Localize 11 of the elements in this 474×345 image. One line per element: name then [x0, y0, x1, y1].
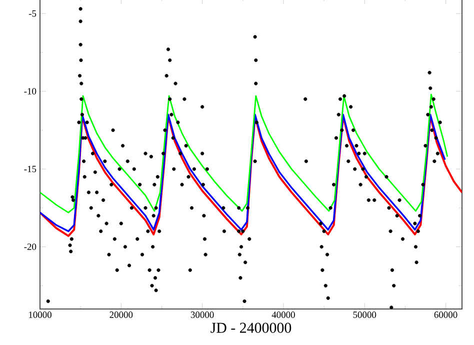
x-tick-label: 60000 — [434, 312, 458, 318]
y-tick-label: -10 — [24, 88, 36, 94]
y-tick-label: -5 — [28, 10, 36, 17]
x-tick-label: 10000 — [28, 312, 52, 318]
x-tick-label: 40000 — [272, 312, 295, 318]
x-axis-title: JD - 2400000 — [210, 322, 292, 333]
y-tick-label: -15 — [24, 166, 36, 172]
x-tick-label: 50000 — [353, 312, 376, 318]
x-tick-label: 30000 — [190, 312, 214, 318]
y-tick-label: -20 — [24, 244, 36, 250]
x-tick-label: 20000 — [110, 312, 133, 318]
